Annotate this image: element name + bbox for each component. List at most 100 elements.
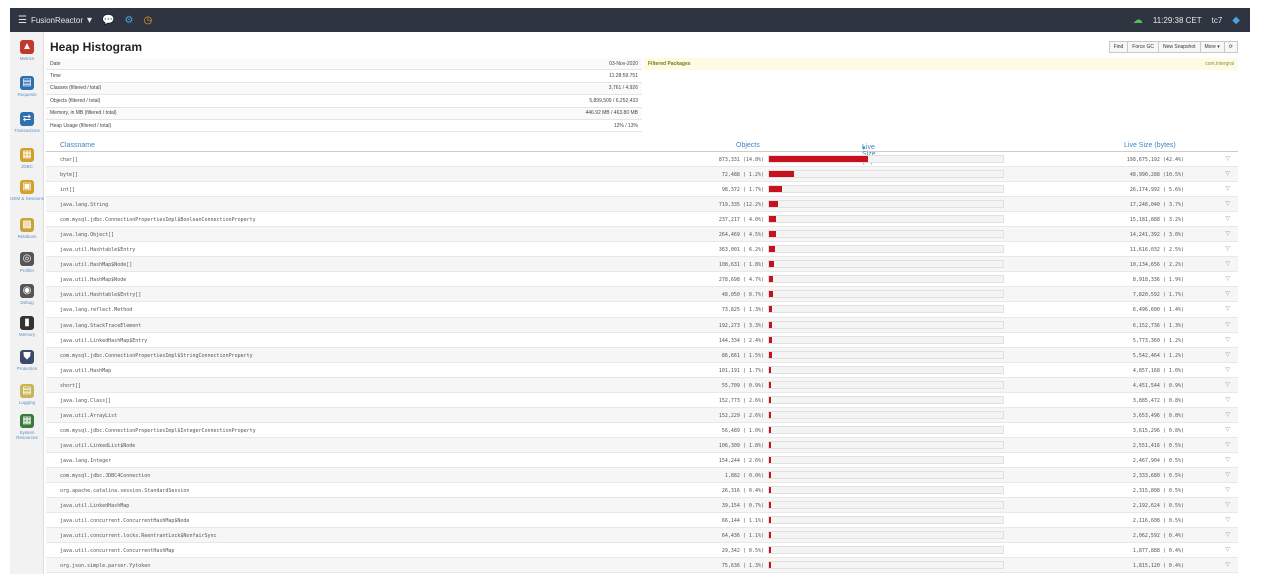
table-row[interactable]: java.util.LinkedList$Node 106,309 ( 1.8%)… xyxy=(46,437,1238,453)
sidebar-item-jdbc[interactable]: ▦ JDBC xyxy=(10,148,44,169)
filter-icon[interactable]: ▽ xyxy=(1225,501,1230,509)
table-row[interactable]: java.lang.reflect.Method 73,825 ( 1.3%) 6,… xyxy=(46,302,1238,318)
sidebar: ▲ Metrics ▤ Requests ⇄ Transactions ▦ JDBC ▣ UEM … xyxy=(10,32,44,574)
stats-row: Time 11:28:59.751 xyxy=(46,70,642,83)
filter-icon[interactable]: ▽ xyxy=(1225,245,1230,253)
filter-icon[interactable]: ▽ xyxy=(1225,516,1230,524)
table-row[interactable]: java.util.LinkedHashMap 39,154 ( 0.7%) 2,1… xyxy=(46,498,1238,514)
filter-icon[interactable]: ▽ xyxy=(1225,395,1230,403)
live-size-bar-track xyxy=(768,440,1004,449)
find-button[interactable]: Find xyxy=(1108,41,1129,53)
sidebar-item-requests[interactable]: ▤ Requests xyxy=(10,76,44,97)
table-row[interactable]: java.lang.Object[] 264,469 ( 4.5%) 14,241,… xyxy=(46,227,1238,243)
live-size-bar xyxy=(769,201,778,208)
gear-icon[interactable]: ⚙ xyxy=(124,14,134,26)
filter-icon[interactable]: ▽ xyxy=(1225,305,1230,313)
filter-icon[interactable]: ▽ xyxy=(1225,275,1230,283)
table-row[interactable]: com.mysql.jdbc.ConnectionPropertiesImpl$… xyxy=(46,212,1238,228)
sidebar-item-system-resources[interactable]: ▦ System Resources xyxy=(10,414,44,441)
sidebar-item-logging[interactable]: ▤ Logging xyxy=(10,384,44,405)
user-label[interactable]: tc7 xyxy=(1211,15,1223,25)
filter-icon[interactable]: ▽ xyxy=(1225,215,1230,223)
filter-icon[interactable]: ▽ xyxy=(1225,531,1230,539)
objects-cell: 64,436 ( 1.1%) xyxy=(721,533,764,540)
chat-icon[interactable]: 💬 xyxy=(102,14,115,26)
live-size-bar xyxy=(769,471,772,478)
sidebar-item-transactions[interactable]: ⇄ Transactions xyxy=(10,112,44,133)
filter-icon[interactable]: ▽ xyxy=(1225,561,1230,569)
sidebar-item-memory[interactable]: ▮ Memory xyxy=(10,316,44,337)
filter-icon[interactable]: ▽ xyxy=(1225,185,1230,193)
table-row[interactable]: java.lang.String 719,335 (12.2%) 17,248,04… xyxy=(46,197,1238,213)
table-row[interactable]: org.json.simple.parser.Yytoken 75,636 ( 1… xyxy=(46,558,1238,574)
table-row[interactable]: java.lang.Integer 154,244 ( 2.6%) 2,467,90… xyxy=(46,453,1238,468)
filter-icon[interactable]: ▽ xyxy=(1225,200,1230,208)
filter-icon[interactable]: ▽ xyxy=(1225,425,1230,433)
refresh-button[interactable]: ⟳ xyxy=(1223,41,1238,53)
table-row[interactable]: java.util.HashMap$Node[] 108,631 ( 1.8%) 1… xyxy=(46,257,1238,273)
table-row[interactable]: int[] 98,372 ( 1.7%) 26,174,992 ( 5.6%) ▽ xyxy=(46,182,1238,198)
col-live-size-bytes[interactable]: Live Size (bytes) xyxy=(1124,142,1176,149)
live-size-bar xyxy=(769,532,772,539)
table-row[interactable]: java.util.Hashtable$Entry[] 48,050 ( 0.7%… xyxy=(46,287,1238,303)
filter-icon[interactable]: ▽ xyxy=(1225,260,1230,268)
system-resources-icon: ▦ xyxy=(20,414,34,428)
table-row[interactable]: java.util.HashMap 101,191 ( 1.7%) 4,857,16… xyxy=(46,363,1238,378)
live-size-bytes-cell: 3,653,496 ( 0.8%) xyxy=(1132,412,1184,419)
filter-icon[interactable]: ▽ xyxy=(1225,230,1230,238)
table-row[interactable]: byte[] 72,488 ( 1.2%) 48,990,288 (10.5%) ▽ xyxy=(46,167,1238,183)
table-row[interactable]: char[] 873,331 (14.8%) 198,675,192 (42.4%)… xyxy=(46,152,1238,168)
filter-icon[interactable]: ▽ xyxy=(1225,546,1230,554)
stats-value: 12% / 13% xyxy=(613,122,638,129)
table-row[interactable]: java.util.concurrent.ConcurrentHashMap$N… xyxy=(46,513,1238,529)
filter-icon[interactable]: ▽ xyxy=(1225,380,1230,388)
wifi-icon[interactable]: ◆ xyxy=(1232,14,1240,26)
filter-icon[interactable]: ▽ xyxy=(1225,365,1230,373)
table-row[interactable]: com.mysql.jdbc.ConnectionPropertiesImpl$… xyxy=(46,347,1238,363)
objects-cell: 39,154 ( 0.7%) xyxy=(721,503,764,510)
table-row[interactable]: short[] 55,709 ( 0.9%) 4,451,544 ( 0.9%) ▽ xyxy=(46,377,1238,393)
sidebar-item-protection[interactable]: ⛊ Protection xyxy=(10,350,44,371)
filter-icon[interactable]: ▽ xyxy=(1225,320,1230,328)
force-gc-button[interactable]: Force GC xyxy=(1127,41,1159,53)
table-row[interactable]: com.mysql.jdbc.ConnectionPropertiesImpl$… xyxy=(46,423,1238,438)
filter-icon[interactable]: ▽ xyxy=(1225,470,1230,478)
filter-icon[interactable]: ▽ xyxy=(1225,455,1230,463)
table-row[interactable]: com.mysql.jdbc.JDBC4Connection 1,882 ( 0.… xyxy=(46,467,1238,484)
filter-icon[interactable]: ▽ xyxy=(1225,155,1230,162)
live-size-bar-track xyxy=(768,365,1004,374)
sidebar-item-profiler[interactable]: ◎ Profiler xyxy=(10,252,44,273)
table-row[interactable]: java.util.concurrent.ConcurrentHashMap 29… xyxy=(46,543,1238,559)
new-snapshot-button[interactable]: New Snapshot xyxy=(1157,41,1201,53)
classname-cell: java.util.ArrayList xyxy=(60,412,118,419)
app-menu[interactable]: ☰ FusionReactor ▾ xyxy=(18,15,92,26)
table-row[interactable]: java.util.concurrent.locks.ReentrantLock… xyxy=(46,528,1238,544)
table-row[interactable]: java.util.HashMap$Node 278,698 ( 4.7%) 8,9… xyxy=(46,272,1238,288)
sidebar-item-debug[interactable]: ◉ Debug xyxy=(10,284,44,305)
filter-icon[interactable]: ▽ xyxy=(1225,440,1230,448)
col-objects[interactable]: Objects xyxy=(736,142,760,149)
sidebar-item-relations[interactable]: ▩ Relations xyxy=(10,218,44,239)
filter-icon[interactable]: ▽ xyxy=(1225,350,1230,358)
classname-cell: java.lang.Object[] xyxy=(60,232,115,239)
sidebar-item-metrics[interactable]: ▲ Metrics xyxy=(10,40,44,61)
table-row[interactable]: java.util.LinkedHashMap$Entry 144,334 ( 2… xyxy=(46,333,1238,348)
sidebar-item-uem-sessions[interactable]: ▣ UEM & Sessions xyxy=(10,180,44,201)
table-row[interactable]: java.lang.Class[] 152,773 ( 2.6%) 3,885,47… xyxy=(46,393,1238,408)
table-row[interactable]: java.util.Hashtable$Entry 363,001 ( 6.2%)… xyxy=(46,242,1238,258)
filter-icon[interactable]: ▽ xyxy=(1225,486,1230,494)
table-row[interactable]: org.apache.catalina.session.StandardSess… xyxy=(46,483,1238,499)
table-row[interactable]: java.util.ArrayList 152,229 ( 2.6%) 3,653,… xyxy=(46,407,1238,423)
table-row[interactable]: java.lang.StackTraceElement 192,273 ( 3.3… xyxy=(46,317,1238,333)
filter-icon[interactable]: ▽ xyxy=(1225,170,1230,178)
col-classname[interactable]: Classname xyxy=(60,142,96,149)
cloud-icon[interactable]: ☁ xyxy=(1132,14,1143,26)
filter-icon[interactable]: ▽ xyxy=(1225,290,1230,298)
more-button[interactable]: More ▾ xyxy=(1199,41,1225,53)
classname-cell: java.util.Hashtable$Entry[] xyxy=(60,292,142,299)
objects-cell: 106,309 ( 1.8%) xyxy=(718,442,764,449)
filter-icon[interactable]: ▽ xyxy=(1225,410,1230,418)
clock-icon[interactable]: ◷ xyxy=(143,14,153,26)
filter-icon[interactable]: ▽ xyxy=(1225,335,1230,343)
live-size-bar-track xyxy=(768,290,1004,299)
